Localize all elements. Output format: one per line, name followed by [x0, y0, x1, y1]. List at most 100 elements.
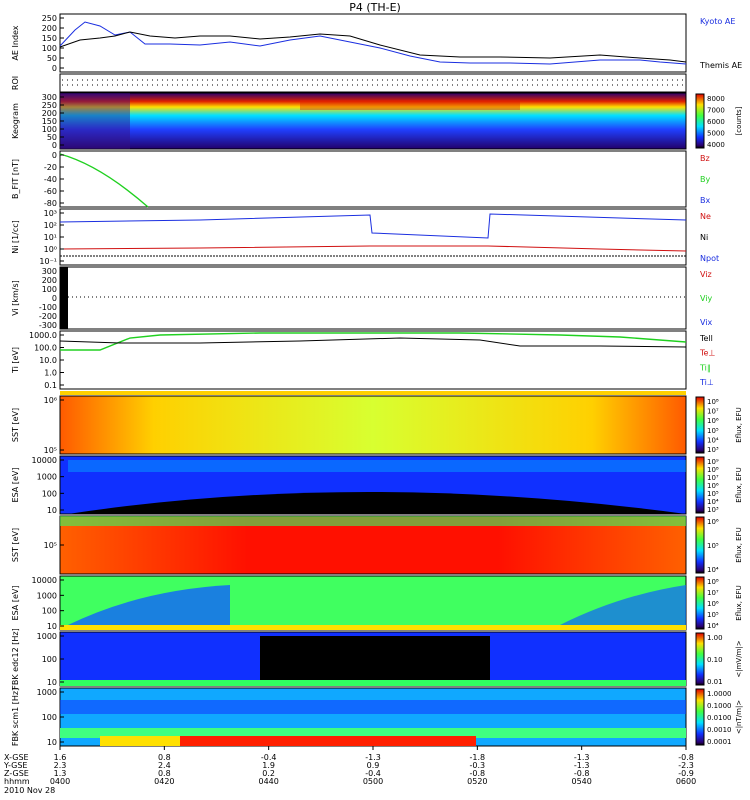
esa_i-colorbar-tick: 10⁵ [707, 611, 719, 619]
xaxis-row-label-y: Y-GSE [3, 761, 27, 770]
ti-ylabel: Ti [eV] [11, 347, 20, 374]
sst_e-colorbar-label: Eflux, EFU [735, 407, 743, 442]
sst-top-stripe [60, 391, 686, 395]
sst_i-tick-label: 10⁵ [44, 541, 57, 550]
esa_e-tick-label: 10 [47, 506, 57, 515]
sst_e-colorbar-tick: 10⁵ [707, 427, 719, 435]
esa_i-tick-label: 100 [42, 607, 57, 616]
bfit-tick-label: -20 [44, 163, 57, 172]
keogram-colorbar-tick: 6000 [707, 118, 725, 126]
keogram-colorbar-tick: 5000 [707, 130, 725, 138]
panel-bfit-plot [59, 150, 687, 208]
xaxis-value-x: -1.8 [470, 753, 486, 762]
sst_i-colorbar-tick: 10⁵ [707, 542, 719, 550]
fbk_b-colorbar-label: <|nT/m|> [735, 700, 743, 734]
xaxis-value-x: 1.6 [54, 753, 67, 762]
esa_e-ylabel: ESA [eV] [11, 468, 20, 503]
esa_e-colorbar-tick: 10³ [707, 506, 719, 514]
fbk_e-colorbar-label: <|mV/m|> [735, 640, 743, 677]
fbk_b-colorbar-tick: 0.0010 [707, 726, 732, 734]
sst_i-colorbar-label: Eflux, EFU [735, 527, 743, 562]
sst_i-colorbar-tick: 10⁴ [707, 566, 719, 574]
xaxis-row-label-x: X-GSE [4, 753, 29, 762]
xaxis-value-x: -1.3 [574, 753, 590, 762]
ti-tick-label: 1000.0 [29, 331, 57, 340]
xaxis-value-t: 0540 [571, 777, 591, 786]
xaxis-value-y: -1.3 [574, 761, 590, 770]
xaxis-value-t: 0600 [676, 777, 696, 786]
xaxis-value-z: 0.2 [262, 769, 275, 778]
panel-keogram-plot [59, 92, 687, 150]
vi-tick-label: -100 [39, 303, 57, 312]
xaxis-value-y: 2.4 [158, 761, 171, 770]
keogram-tick-label: 100 [42, 125, 57, 134]
ti-legend-entry: Te⊥ [699, 349, 715, 358]
esa_i-colorbar-label: Eflux, EFU [735, 585, 743, 620]
xaxis-value-t: 0440 [258, 777, 278, 786]
ae-legend-entry: Themis AE [699, 61, 742, 70]
sst_e-colorbar [695, 396, 705, 454]
panel-sst-i-plot [59, 515, 687, 575]
kyoto-ae-line [59, 21, 687, 65]
ni-legend-entry: Npot [700, 254, 719, 263]
panel-ti-plot [59, 330, 687, 390]
fbk_b-tick-label: 100 [42, 713, 57, 722]
vi-tick-label: -300 [39, 321, 57, 330]
fbk_e-colorbar-tick: 0.01 [707, 678, 723, 686]
esa_i-tick-label: 10000 [32, 576, 57, 585]
esa_e-tick-label: 100 [42, 489, 57, 498]
x-axis: X-GSE Y-GSE Z-GSE hhmm 2010 Nov 28 1.62.… [3, 746, 696, 795]
esa_i-colorbar [695, 576, 705, 630]
xaxis-value-z: -0.8 [574, 769, 590, 778]
keogram-colorbar [695, 93, 705, 149]
fbk_e-colorbar-tick: 1.00 [707, 634, 723, 642]
vi-legend-entry: Viy [700, 294, 713, 303]
npot-line [59, 213, 687, 239]
esa_e-colorbar-label: Eflux, EFU [735, 467, 743, 502]
keogram-tick-label: 200 [42, 109, 57, 118]
ni-tick-label: 10⁰ [44, 245, 57, 254]
xaxis-value-z: 0.8 [158, 769, 171, 778]
tell-line [59, 337, 687, 348]
xaxis-value-z: 1.3 [54, 769, 67, 778]
xaxis-value-z: -0.9 [678, 769, 694, 778]
xaxis-value-x: -0.8 [678, 753, 694, 762]
keogram-tick-label: 250 [42, 101, 57, 110]
esa_e-colorbar-tick: 10⁹ [707, 458, 719, 466]
keogram-tick-label: 0 [52, 141, 57, 150]
xaxis-value-z: -0.8 [470, 769, 486, 778]
keogram-colorbar-tick: 4000 [707, 141, 725, 149]
esa_i-colorbar-tick: 10⁷ [707, 589, 719, 597]
ae-tick-label: 200 [42, 24, 57, 33]
vi-tick-label: 100 [42, 285, 57, 294]
keogram-tick-label: 150 [42, 117, 57, 126]
panel-roi-plot [59, 73, 687, 93]
vi-tick-label: 300 [42, 267, 57, 276]
ae-tick-label: 150 [42, 34, 57, 43]
ti-tick-label: 10.0 [39, 356, 57, 365]
fbk_e-tick-label: 1000 [37, 632, 57, 641]
vi-tick-label: 200 [42, 276, 57, 285]
ni-ylabel: Ni [1/cc] [11, 220, 20, 254]
esa_i-ylabel: ESA [eV] [11, 586, 20, 621]
fbk_b-colorbar [695, 688, 705, 746]
sst_e-colorbar-tick: 10³ [707, 446, 719, 454]
keogram-ylabel: Keogram [11, 103, 20, 139]
ae-legend-entry: Kyoto AE [700, 17, 735, 26]
panel-fbk-b-plot [59, 687, 687, 747]
esa_e-colorbar-tick: 10⁸ [707, 466, 719, 474]
xaxis-row-label-z: Z-GSE [4, 769, 29, 778]
fbk_b-tick-label: 10 [47, 738, 57, 747]
esa_e-tick-label: 1000 [37, 473, 57, 482]
xaxis-value-t: 0420 [154, 777, 174, 786]
xaxis-value-y: -0.3 [470, 761, 486, 770]
ni-legend-entry: Ni [700, 233, 708, 242]
panel-ae-plot [59, 13, 687, 73]
ni-tick-label: 10⁻¹ [39, 257, 57, 266]
bfit-tick-label: -80 [44, 199, 57, 208]
sst_i-colorbar-tick: 10⁶ [707, 518, 719, 526]
ni-tick-label: 10² [44, 221, 57, 230]
sst_e-tick-label: 10⁵ [44, 446, 57, 455]
ni-tick-label: 10¹ [44, 233, 57, 242]
